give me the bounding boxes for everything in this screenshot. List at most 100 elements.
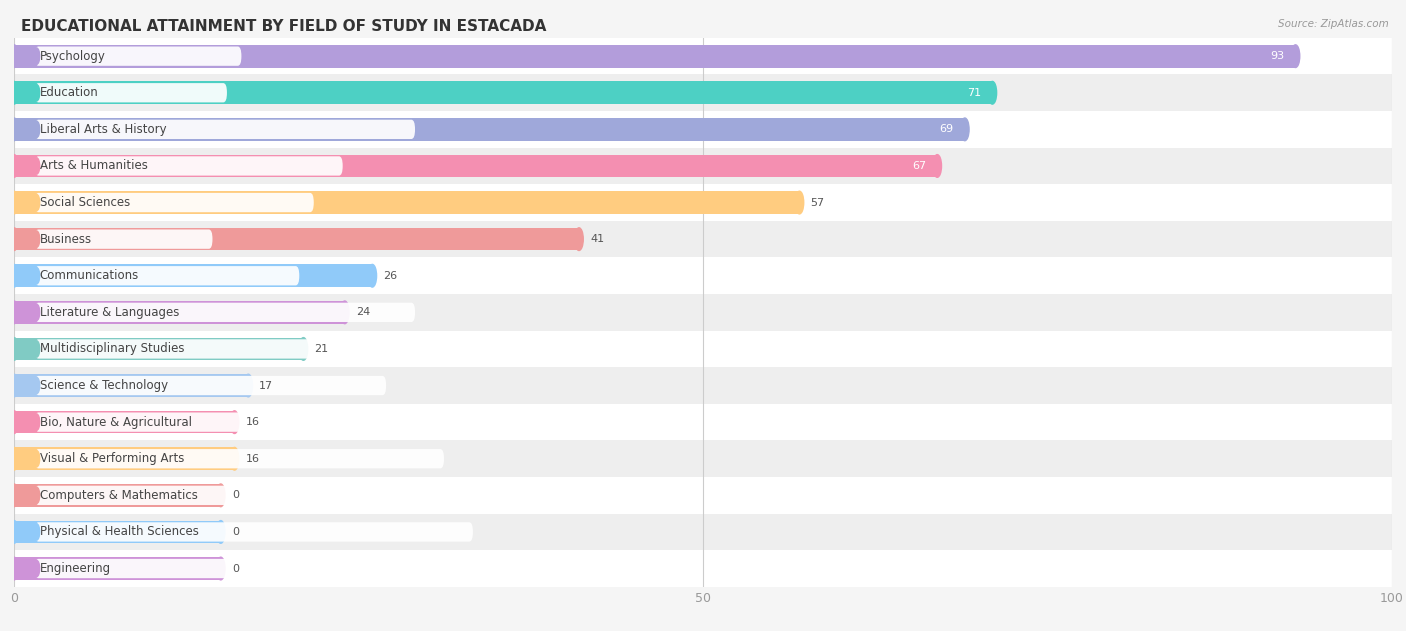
Circle shape (34, 85, 39, 101)
Bar (14, 74, 1392, 111)
FancyBboxPatch shape (35, 230, 212, 249)
Text: 57: 57 (810, 198, 824, 208)
Bar (14, 184, 1392, 221)
Circle shape (10, 118, 18, 141)
Text: Visual & Performing Arts: Visual & Performing Arts (39, 452, 184, 465)
Text: 41: 41 (591, 234, 605, 244)
Text: 0: 0 (232, 527, 239, 537)
Circle shape (960, 118, 969, 141)
Circle shape (217, 557, 225, 580)
FancyBboxPatch shape (35, 193, 314, 212)
FancyBboxPatch shape (35, 120, 415, 139)
Circle shape (34, 487, 39, 504)
Circle shape (34, 341, 39, 357)
Text: 17: 17 (259, 380, 273, 391)
Circle shape (217, 484, 225, 507)
Circle shape (34, 121, 39, 138)
Bar (14, 264, 373, 287)
Circle shape (34, 524, 39, 540)
Circle shape (10, 191, 18, 214)
Text: 16: 16 (246, 454, 260, 464)
Text: Business: Business (39, 233, 91, 245)
Bar (14, 477, 1392, 514)
Bar (14, 484, 221, 507)
Circle shape (10, 374, 18, 397)
Bar (14, 367, 1392, 404)
Circle shape (34, 194, 39, 211)
Circle shape (34, 414, 39, 430)
Bar (14, 81, 993, 104)
Bar (14, 521, 221, 543)
Text: Computers & Mathematics: Computers & Mathematics (39, 489, 198, 502)
Circle shape (34, 231, 39, 247)
Bar (14, 38, 1392, 74)
Circle shape (1291, 45, 1299, 68)
Circle shape (34, 48, 39, 64)
Bar (14, 294, 1392, 331)
Bar (14, 228, 579, 251)
Bar (14, 148, 1392, 184)
Circle shape (575, 228, 583, 251)
Circle shape (10, 228, 18, 251)
FancyBboxPatch shape (35, 449, 444, 468)
Circle shape (217, 521, 225, 543)
FancyBboxPatch shape (35, 83, 226, 102)
Circle shape (231, 447, 239, 470)
Circle shape (368, 264, 377, 287)
Bar (14, 111, 1392, 148)
Text: 24: 24 (356, 307, 370, 317)
Circle shape (10, 521, 18, 543)
Text: 93: 93 (1271, 51, 1285, 61)
Text: Psychology: Psychology (39, 50, 105, 62)
FancyBboxPatch shape (35, 47, 242, 66)
FancyBboxPatch shape (35, 559, 256, 578)
Text: Literature & Languages: Literature & Languages (39, 306, 179, 319)
Bar (14, 45, 1295, 68)
Text: Education: Education (39, 86, 98, 99)
Circle shape (10, 81, 18, 104)
Text: 16: 16 (246, 417, 260, 427)
Bar (14, 331, 1392, 367)
Circle shape (934, 155, 942, 177)
Circle shape (340, 301, 349, 324)
Circle shape (10, 557, 18, 580)
Bar (14, 118, 965, 141)
Circle shape (10, 447, 18, 470)
Text: Arts & Humanities: Arts & Humanities (39, 160, 148, 172)
Circle shape (10, 45, 18, 68)
Circle shape (10, 484, 18, 507)
Text: Multidisciplinary Studies: Multidisciplinary Studies (39, 343, 184, 355)
Circle shape (10, 411, 18, 433)
Circle shape (34, 304, 39, 321)
Bar (14, 404, 1392, 440)
Text: Liberal Arts & History: Liberal Arts & History (39, 123, 166, 136)
FancyBboxPatch shape (35, 303, 415, 322)
Bar (14, 257, 1392, 294)
Circle shape (231, 411, 239, 433)
Circle shape (299, 338, 308, 360)
Circle shape (34, 377, 39, 394)
Text: Engineering: Engineering (39, 562, 111, 575)
Circle shape (245, 374, 253, 397)
Text: 0: 0 (232, 563, 239, 574)
Bar (14, 514, 1392, 550)
Circle shape (10, 155, 18, 177)
Bar (14, 557, 221, 580)
Circle shape (34, 158, 39, 174)
Circle shape (34, 560, 39, 577)
FancyBboxPatch shape (35, 413, 472, 432)
Circle shape (796, 191, 804, 214)
Text: 67: 67 (912, 161, 927, 171)
Bar (14, 447, 235, 470)
Text: Bio, Nature & Agricultural: Bio, Nature & Agricultural (39, 416, 191, 428)
Bar (14, 301, 344, 324)
FancyBboxPatch shape (35, 266, 299, 285)
Bar (14, 155, 938, 177)
Text: Communications: Communications (39, 269, 139, 282)
Bar (14, 411, 235, 433)
FancyBboxPatch shape (35, 156, 343, 175)
Text: 21: 21 (315, 344, 329, 354)
FancyBboxPatch shape (35, 486, 429, 505)
Text: Social Sciences: Social Sciences (39, 196, 131, 209)
Circle shape (988, 81, 997, 104)
